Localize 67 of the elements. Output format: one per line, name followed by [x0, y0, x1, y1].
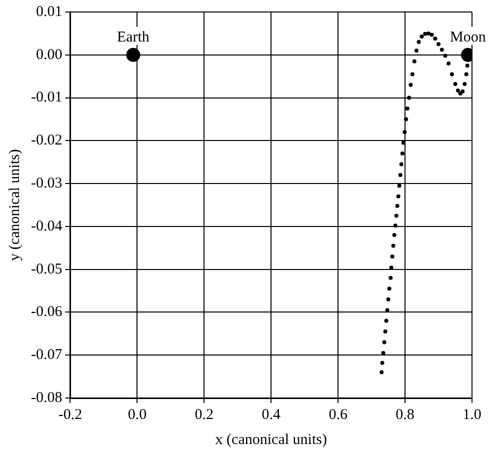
point [464, 72, 468, 76]
point [394, 214, 398, 218]
point [391, 244, 396, 248]
point [126, 48, 140, 62]
point [446, 61, 451, 66]
x-axis-title: x (canonical units) [215, 432, 327, 448]
point [407, 96, 412, 100]
y-tick-label: 0.01 [36, 4, 62, 20]
x-tick-label: -0.2 [58, 406, 82, 423]
y-tick-label: -0.08 [30, 390, 62, 406]
y-tick-label: -0.03 [30, 175, 62, 192]
series-label: Earth [116, 29, 150, 46]
point [465, 64, 470, 68]
point [426, 31, 430, 36]
x-tick-label: 0.4 [262, 406, 281, 423]
point [462, 82, 467, 86]
x-tick-label: 0.6 [328, 406, 348, 423]
y-tick-label: -0.06 [30, 304, 63, 320]
x-tick-label: 0.0 [128, 406, 147, 423]
point [420, 34, 424, 38]
point [395, 204, 400, 208]
point [380, 360, 384, 365]
point [430, 32, 434, 37]
point [399, 162, 404, 166]
point [440, 48, 444, 52]
y-tick-label: 0.00 [36, 46, 62, 63]
x-tick-label: 0.2 [194, 406, 214, 423]
point [390, 254, 394, 258]
point [414, 48, 418, 53]
y-tick-label: -0.05 [30, 261, 62, 278]
point [404, 117, 408, 122]
point [383, 330, 388, 334]
point [453, 82, 458, 86]
point [405, 106, 410, 110]
point [398, 172, 402, 177]
point [387, 286, 392, 291]
point [397, 184, 402, 188]
point [392, 233, 396, 238]
point [412, 59, 416, 64]
point [382, 340, 386, 344]
point [410, 72, 414, 76]
point [408, 82, 413, 87]
y-tick-label: -0.02 [30, 132, 62, 149]
point [393, 224, 398, 228]
point [400, 152, 404, 156]
x-tick-label: 1.0 [462, 406, 482, 423]
point [380, 370, 384, 374]
point [396, 194, 400, 198]
point [460, 89, 465, 94]
point [456, 88, 460, 92]
y-axis-title: y (canonical units) [6, 149, 23, 261]
point [450, 72, 454, 76]
point [384, 318, 388, 323]
point [386, 297, 390, 302]
point [381, 350, 386, 355]
y-tick-label: -0.04 [30, 218, 63, 234]
point [443, 54, 448, 58]
x-tick-label: 0.8 [396, 406, 414, 423]
point [423, 32, 428, 36]
point [416, 40, 421, 44]
y-tick-label: -0.01 [30, 90, 62, 106]
series-label: Moon [450, 29, 486, 46]
point [436, 42, 441, 46]
y-tick-label: -0.07 [30, 347, 63, 364]
point [433, 36, 438, 41]
point [388, 276, 393, 280]
point [402, 130, 407, 134]
